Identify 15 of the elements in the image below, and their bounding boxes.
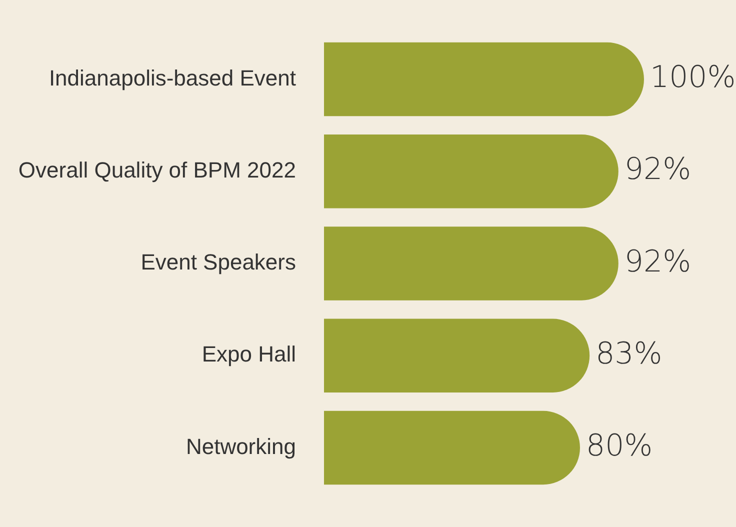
data-label: 83% — [596, 336, 662, 372]
data-label: 92% — [624, 244, 692, 280]
data-label: 100% — [650, 60, 736, 96]
y-tick-label: Event Speakers — [140, 250, 296, 275]
bar — [324, 42, 644, 116]
y-tick-label: Indianapolis-based Event — [48, 65, 296, 90]
data-label: 92% — [624, 152, 692, 188]
bar — [324, 410, 580, 485]
bar — [324, 134, 618, 208]
data-label: 80% — [586, 428, 653, 464]
bar — [324, 226, 618, 300]
y-tick-label: Networking — [186, 434, 296, 459]
y-tick-label: Expo Hall — [202, 342, 296, 367]
bar — [324, 318, 590, 392]
y-tick-label: Overall Quality of BPM 2022 — [18, 157, 296, 182]
